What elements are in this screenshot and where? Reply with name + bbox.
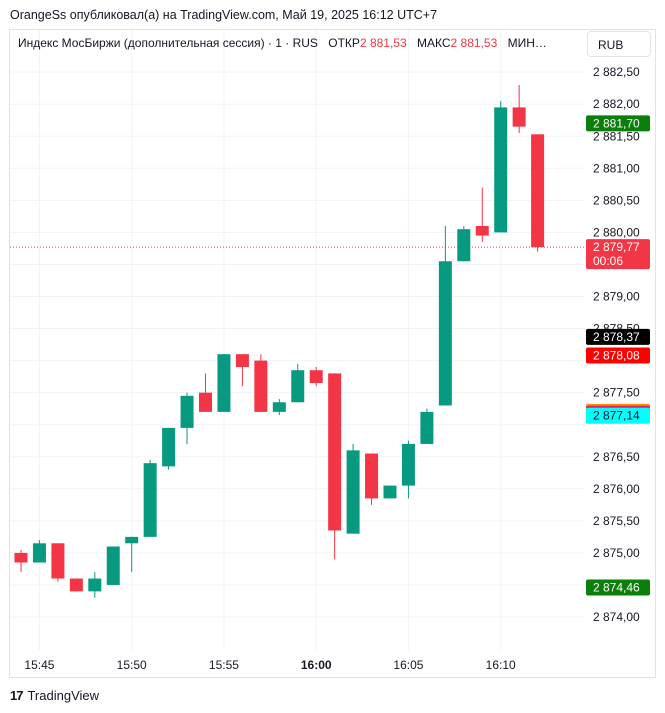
price-label-box [586, 579, 650, 596]
open-value: 2 881,53 [359, 36, 407, 50]
candle-body [309, 370, 323, 384]
candle-body [494, 107, 508, 233]
candle-body [401, 443, 415, 486]
price-label-box [586, 328, 650, 345]
candle-body [14, 552, 28, 563]
price-label-value: 2 878,37 [593, 330, 640, 344]
price-label-countdown: 00:06 [593, 254, 623, 268]
candle-body [32, 543, 46, 563]
candle-body [69, 578, 83, 592]
price-label-box [586, 115, 650, 132]
symbol-legend: Индекс МосБиржи (дополнительная сессия) … [18, 36, 547, 50]
price-label-value: 2 874,46 [593, 581, 640, 595]
price-label-value: 2 877,14 [593, 409, 640, 423]
y-tick-label: 2 874,00 [593, 610, 640, 624]
y-tick-label: 2 875,00 [593, 546, 640, 560]
y-tick-label: 2 882,00 [593, 97, 640, 111]
candle-body [328, 373, 342, 531]
y-tick-label: 2 880,50 [593, 193, 640, 207]
candle-body [199, 392, 212, 412]
candle-body [365, 453, 379, 499]
y-tick-label: 2 875,50 [593, 514, 640, 528]
low-label: МИН… [507, 36, 547, 50]
candle-body [180, 395, 194, 428]
x-tick-label: 15:50 [117, 658, 147, 672]
candle-body [457, 229, 471, 262]
candle-body [512, 107, 526, 127]
x-tick-label: 16:10 [486, 658, 516, 672]
x-tick-label: 15:45 [24, 658, 54, 672]
candle-body [106, 546, 120, 585]
x-tick-label: 15:55 [209, 658, 239, 672]
x-tick-label: 16:05 [393, 658, 423, 672]
candle-body [254, 360, 268, 412]
chart-frame [9, 29, 656, 678]
price-label-box [586, 407, 650, 424]
y-tick-label: 2 881,00 [593, 161, 640, 175]
price-label-box [586, 239, 650, 270]
y-tick-label: 2 877,50 [593, 386, 640, 400]
symbol-title: Индекс МосБиржи (дополнительная сессия) … [18, 36, 318, 50]
candle-body [438, 261, 452, 406]
y-tick-label: 2 876,00 [593, 482, 640, 496]
candle-body [291, 370, 305, 403]
y-tick-label: 2 881,50 [593, 129, 640, 143]
candle-body [162, 427, 176, 467]
candle-body [531, 134, 545, 248]
y-tick-label: 2 882,50 [593, 65, 640, 79]
candle-body [235, 354, 249, 368]
candle-body [143, 463, 157, 537]
high-label: МАКС [417, 36, 451, 50]
price-label-value: 2 879,77 [593, 240, 640, 254]
high-value: 2 881,53 [450, 36, 498, 50]
price-label-value: 2 881,70 [593, 116, 640, 130]
candle-body [125, 536, 139, 544]
open-label: ОТКР [328, 36, 360, 50]
candle-body [383, 485, 397, 499]
tradingview-logo-icon: 17 [10, 688, 24, 703]
brand-name: TradingView [27, 688, 100, 703]
currency-button[interactable]: RUB [587, 31, 651, 57]
x-tick-label: 16:00 [301, 658, 332, 672]
candle-body [420, 411, 434, 444]
candle-body [272, 402, 286, 412]
y-tick-label: 2 879,00 [593, 290, 640, 304]
candle-body [217, 354, 231, 412]
footer-brand: 17 TradingView [10, 688, 99, 703]
publisher-header: OrangeSs опубликовал(а) на TradingView.c… [10, 8, 438, 22]
candle-body [88, 578, 102, 592]
price-label-value: 2 878,08 [593, 348, 640, 362]
y-tick-label: 2 876,50 [593, 450, 640, 464]
candle-body [475, 225, 489, 236]
y-tick-label: 2 880,00 [593, 225, 640, 239]
price-label-box [586, 347, 650, 364]
candle-body [51, 543, 65, 579]
candle-body [346, 450, 360, 534]
